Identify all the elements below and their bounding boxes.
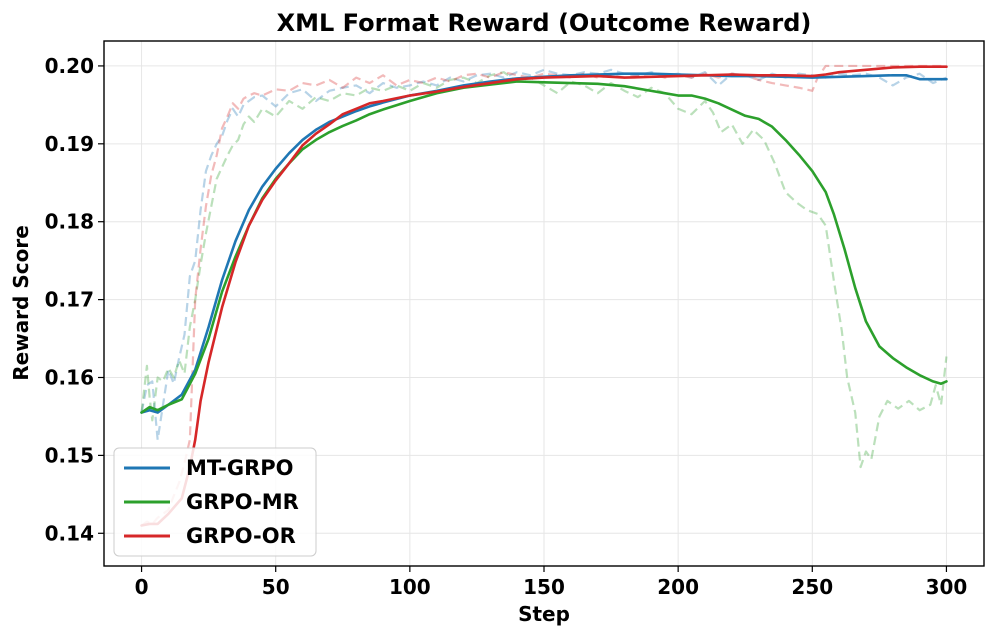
x-tick-label: 100 [389,575,431,599]
legend-label-grpo-mr: GRPO-MR [186,490,299,514]
y-tick-label: 0.15 [45,443,94,467]
series-raw-grpo-or [140,64,947,527]
x-tick-label: 50 [262,575,290,599]
legend-label-mt-grpo: MT-GRPO [186,456,294,480]
axis-ticks: 0 50 100 150 200 250 300 0.14 0.15 0.16 0.17 0.18 0.… [45,54,968,599]
y-tick-label: 0.20 [45,54,94,78]
x-tick-label: 0 [135,575,149,599]
x-tick-label: 150 [523,575,565,599]
x-tick-label: 200 [657,575,699,599]
legend-label-grpo-or: GRPO-OR [186,524,296,548]
y-axis-label: Reward Score [9,225,33,381]
y-tick-label: 0.17 [45,288,94,312]
y-tick-label: 0.19 [45,132,94,156]
x-axis-label: Step [518,602,570,626]
x-tick-label: 300 [926,575,968,599]
chart-title: XML Format Reward (Outcome Reward) [277,9,812,37]
series-layer [140,64,948,527]
series-raw-mt-grpo [140,68,947,441]
y-tick-label: 0.14 [45,521,94,545]
legend-box [113,447,317,557]
y-tick-label: 0.16 [45,365,94,389]
legend: MT-GRPO GRPO-MR GRPO-OR [113,447,317,557]
series-line-grpo-or [140,65,948,527]
y-tick-label: 0.18 [45,210,94,234]
x-tick-label: 250 [791,575,833,599]
